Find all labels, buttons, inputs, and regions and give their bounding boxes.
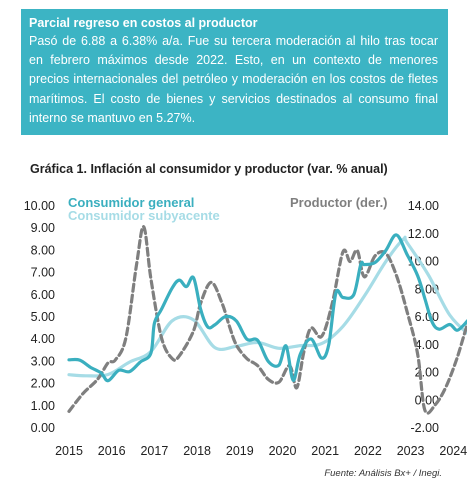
x-tick-label: 2022 — [354, 444, 382, 458]
y-left-tick-label: 10.00 — [24, 199, 55, 213]
x-tick-label: 2021 — [311, 444, 339, 458]
series-line-consumidor-subyacente — [67, 235, 467, 378]
y-left-tick-label: 8.00 — [31, 243, 55, 257]
y-right-tick-label: 12.00 — [408, 227, 439, 241]
y-left-tick-label: 9.00 — [31, 221, 55, 235]
x-tick-label: 2015 — [55, 444, 83, 458]
chart-title: Gráfica 1. Inflación al consumidor y pro… — [30, 162, 388, 176]
x-tick-label: 2016 — [98, 444, 126, 458]
y-left-tick-label: 2.00 — [31, 377, 55, 391]
y-right-tick-label: 6.00 — [415, 310, 439, 324]
y-right-tick-label: 0.00 — [415, 393, 439, 407]
legend-productor: Productor (der.) — [290, 195, 388, 210]
y-left-tick-label: 3.00 — [31, 354, 55, 368]
callout-body: Pasó de 6.88 a 6.38% a/a. Fue su tercera… — [29, 34, 438, 125]
series-line-consumidor-general — [67, 233, 467, 383]
legend-consumidor-general: Consumidor general — [68, 195, 194, 210]
source-note: Fuente: Análisis Bx+ / Inegi. — [324, 468, 442, 479]
x-tick-label: 2024 — [439, 444, 467, 458]
y-right-tick-label: -2.00 — [411, 421, 440, 435]
y-left-tick-label: 6.00 — [31, 288, 55, 302]
x-tick-label: 2020 — [269, 444, 297, 458]
y-left-tick-label: 0.00 — [31, 421, 55, 435]
x-tick-label: 2018 — [183, 444, 211, 458]
x-tick-label: 2017 — [140, 444, 168, 458]
summary-callout: Parcial regreso en costos al productor P… — [21, 9, 448, 135]
y-left-tick-label: 1.00 — [31, 399, 55, 413]
callout-title: Parcial regreso en costos al productor — [29, 16, 258, 30]
x-tick-label: 2019 — [226, 444, 254, 458]
legend-consumidor-subyacente: Consumidor subyacente — [68, 208, 220, 223]
y-left-tick-label: 5.00 — [31, 310, 55, 324]
y-right-tick-label: 14.00 — [408, 199, 439, 213]
y-right-tick-label: 4.00 — [415, 338, 439, 352]
y-left-tick-label: 7.00 — [31, 266, 55, 280]
y-left-tick-label: 4.00 — [31, 332, 55, 346]
y-right-tick-label: 10.00 — [408, 255, 439, 269]
x-tick-label: 2023 — [397, 444, 425, 458]
